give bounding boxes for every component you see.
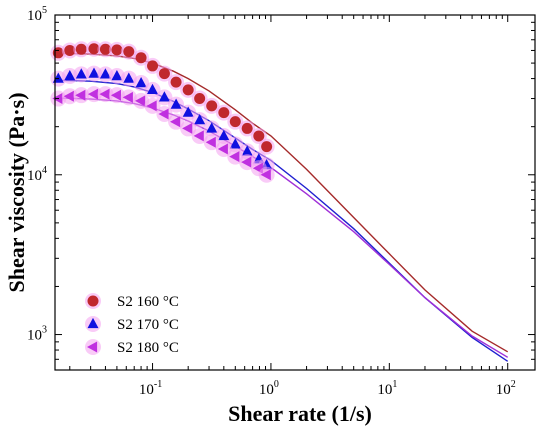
data-point	[260, 169, 271, 181]
data-point	[182, 122, 193, 134]
data-point	[75, 68, 87, 79]
data-point	[99, 68, 111, 79]
data-point	[182, 84, 194, 96]
data-point	[110, 89, 121, 101]
data-point	[123, 46, 135, 58]
data-point	[218, 129, 230, 141]
data-point	[229, 116, 241, 128]
y-tick-label: 104	[27, 165, 47, 184]
data-point	[170, 98, 182, 109]
x-tick-label: 101	[377, 379, 397, 398]
legend: S2 160 °C S2 170 °C S2 180 °C	[85, 293, 179, 356]
data-point	[146, 100, 157, 112]
legend-marker	[87, 295, 99, 307]
data-point	[217, 143, 228, 155]
x-axis-title: Shear rate (1/s)	[228, 401, 372, 426]
data-point	[99, 88, 110, 100]
data-point	[75, 89, 86, 101]
data-point	[75, 43, 87, 55]
data-point	[206, 122, 218, 133]
tick-labels: 10-1 100 101 102 103 104 105	[27, 5, 516, 398]
data-point	[170, 116, 181, 128]
data-point	[122, 91, 133, 103]
data-point	[241, 145, 253, 156]
data-point	[193, 130, 204, 142]
data-point	[64, 70, 76, 81]
data-point	[123, 72, 135, 83]
data-point	[194, 114, 206, 125]
data-point	[194, 93, 206, 105]
data-point	[63, 90, 74, 102]
axis-ticks	[55, 14, 535, 371]
data-point	[111, 70, 123, 81]
data-point	[147, 83, 158, 94]
data-point	[88, 67, 100, 78]
data-point	[158, 91, 170, 102]
x-tick-label: 102	[496, 379, 516, 398]
data-point	[170, 76, 182, 88]
legend-marker	[87, 341, 98, 353]
data-point	[206, 100, 218, 112]
x-tick-label: 100	[259, 379, 279, 398]
plot-area	[54, 14, 536, 371]
data-point	[229, 138, 241, 149]
data-point	[261, 141, 273, 153]
data-point	[205, 136, 216, 148]
data-point	[229, 151, 240, 163]
y-tick-label: 103	[27, 325, 47, 344]
legend-label: S2 160 °C	[117, 294, 179, 310]
legend-label: S2 180 °C	[117, 340, 179, 356]
data-point	[182, 106, 194, 117]
x-tick-label: 10-1	[139, 379, 162, 398]
data-point	[241, 122, 253, 134]
data-markers	[50, 40, 275, 183]
data-point	[147, 60, 159, 72]
y-axis-title: Shear viscosity (Pa·s)	[4, 92, 29, 292]
data-point	[64, 44, 76, 56]
data-point	[135, 95, 146, 107]
data-point	[241, 156, 252, 168]
legend-label: S2 170 °C	[117, 317, 179, 333]
data-point	[111, 44, 123, 56]
data-point	[218, 107, 230, 119]
data-point	[158, 108, 169, 120]
data-point	[158, 68, 170, 80]
data-point	[135, 52, 147, 64]
data-point	[135, 77, 147, 88]
data-point	[253, 130, 265, 142]
y-tick-label: 105	[27, 5, 47, 24]
data-point	[88, 43, 100, 55]
data-point	[99, 43, 111, 55]
data-point	[87, 88, 99, 100]
legend-marker	[87, 317, 99, 329]
